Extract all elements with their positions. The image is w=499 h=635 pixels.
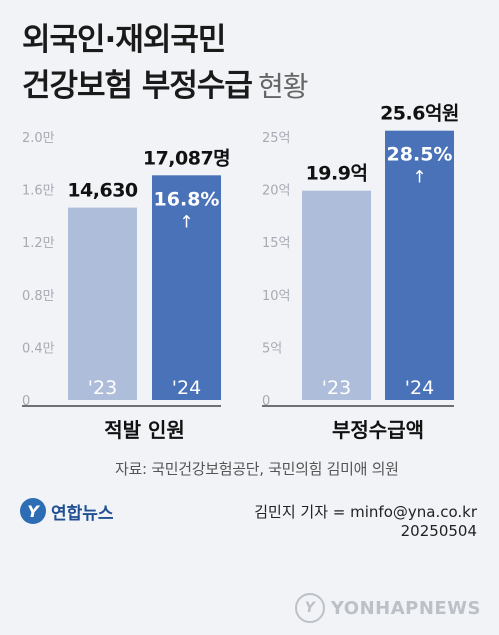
chart-title-line1: 외국인·재외국민 — [22, 22, 226, 58]
x-tick-label: '23 — [88, 377, 117, 399]
bar — [68, 207, 137, 400]
y-tick-label: 2.0만 — [22, 131, 55, 146]
yonhap-logo-icon: Y — [20, 498, 46, 524]
yonhapnews-watermark: Y YONHAPNEWS — [294, 593, 481, 623]
y-tick-label: 10억 — [262, 289, 291, 304]
growth-label: 16.8% — [154, 188, 220, 210]
watermark-text: YONHAPNEWS — [330, 597, 481, 619]
y-tick-label: 0 — [262, 394, 270, 409]
bar — [152, 175, 221, 400]
y-tick-label: 0.8만 — [22, 289, 55, 304]
publish-date: 20250504 — [400, 522, 477, 540]
x-axis-label: 부정수급액 — [332, 418, 424, 442]
data-label: 19.9억 — [306, 163, 368, 185]
chart-title-sub: 현황 — [257, 70, 309, 103]
y-tick-label: 1.2만 — [22, 236, 55, 251]
x-tick-label: '24 — [172, 377, 201, 399]
yonhap-logo-name: 연합뉴스 — [51, 503, 114, 524]
x-tick-label: '23 — [322, 377, 351, 399]
y-tick-label: 0 — [22, 394, 30, 409]
y-tick-label: 5억 — [262, 341, 282, 356]
watermark-logo-icon: Y — [294, 593, 325, 623]
chart-title-line2: 건강보험 부정수급 현황 — [22, 60, 309, 105]
growth-label: 28.5% — [387, 144, 453, 166]
data-label: 14,630 — [67, 180, 138, 202]
reporter-credit: 김민지 기자 = minfo@yna.co.kr — [254, 503, 477, 521]
charts-area: 0 0.4만 0.8만 1.2만 1.6만 2.0만 14,630 '23 17,087명 '24… — [22, 103, 459, 442]
data-label: 17,087명 — [143, 147, 230, 169]
up-arrow-icon: ↑ — [179, 212, 193, 232]
up-arrow-icon: ↑ — [412, 168, 426, 188]
x-tick-label: '24 — [405, 377, 434, 399]
y-tick-label: 0.4만 — [22, 341, 55, 356]
bar — [385, 130, 454, 401]
y-tick-label: 20억 — [262, 184, 291, 199]
chart-title-main: 건강보험 부정수급 — [22, 68, 253, 104]
data-label: 25.6억원 — [380, 103, 459, 125]
yonhap-logo: Y 연합뉴스 — [20, 498, 114, 524]
bar — [302, 190, 371, 400]
x-axis-label: 적발 인원 — [104, 418, 185, 442]
y-tick-label: 15억 — [262, 236, 291, 251]
source-note: 자료: 국민건강보험공단, 국민의힘 김미애 의원 — [115, 460, 399, 478]
y-tick-label: 25억 — [262, 131, 291, 146]
y-tick-label: 1.6만 — [22, 184, 55, 199]
